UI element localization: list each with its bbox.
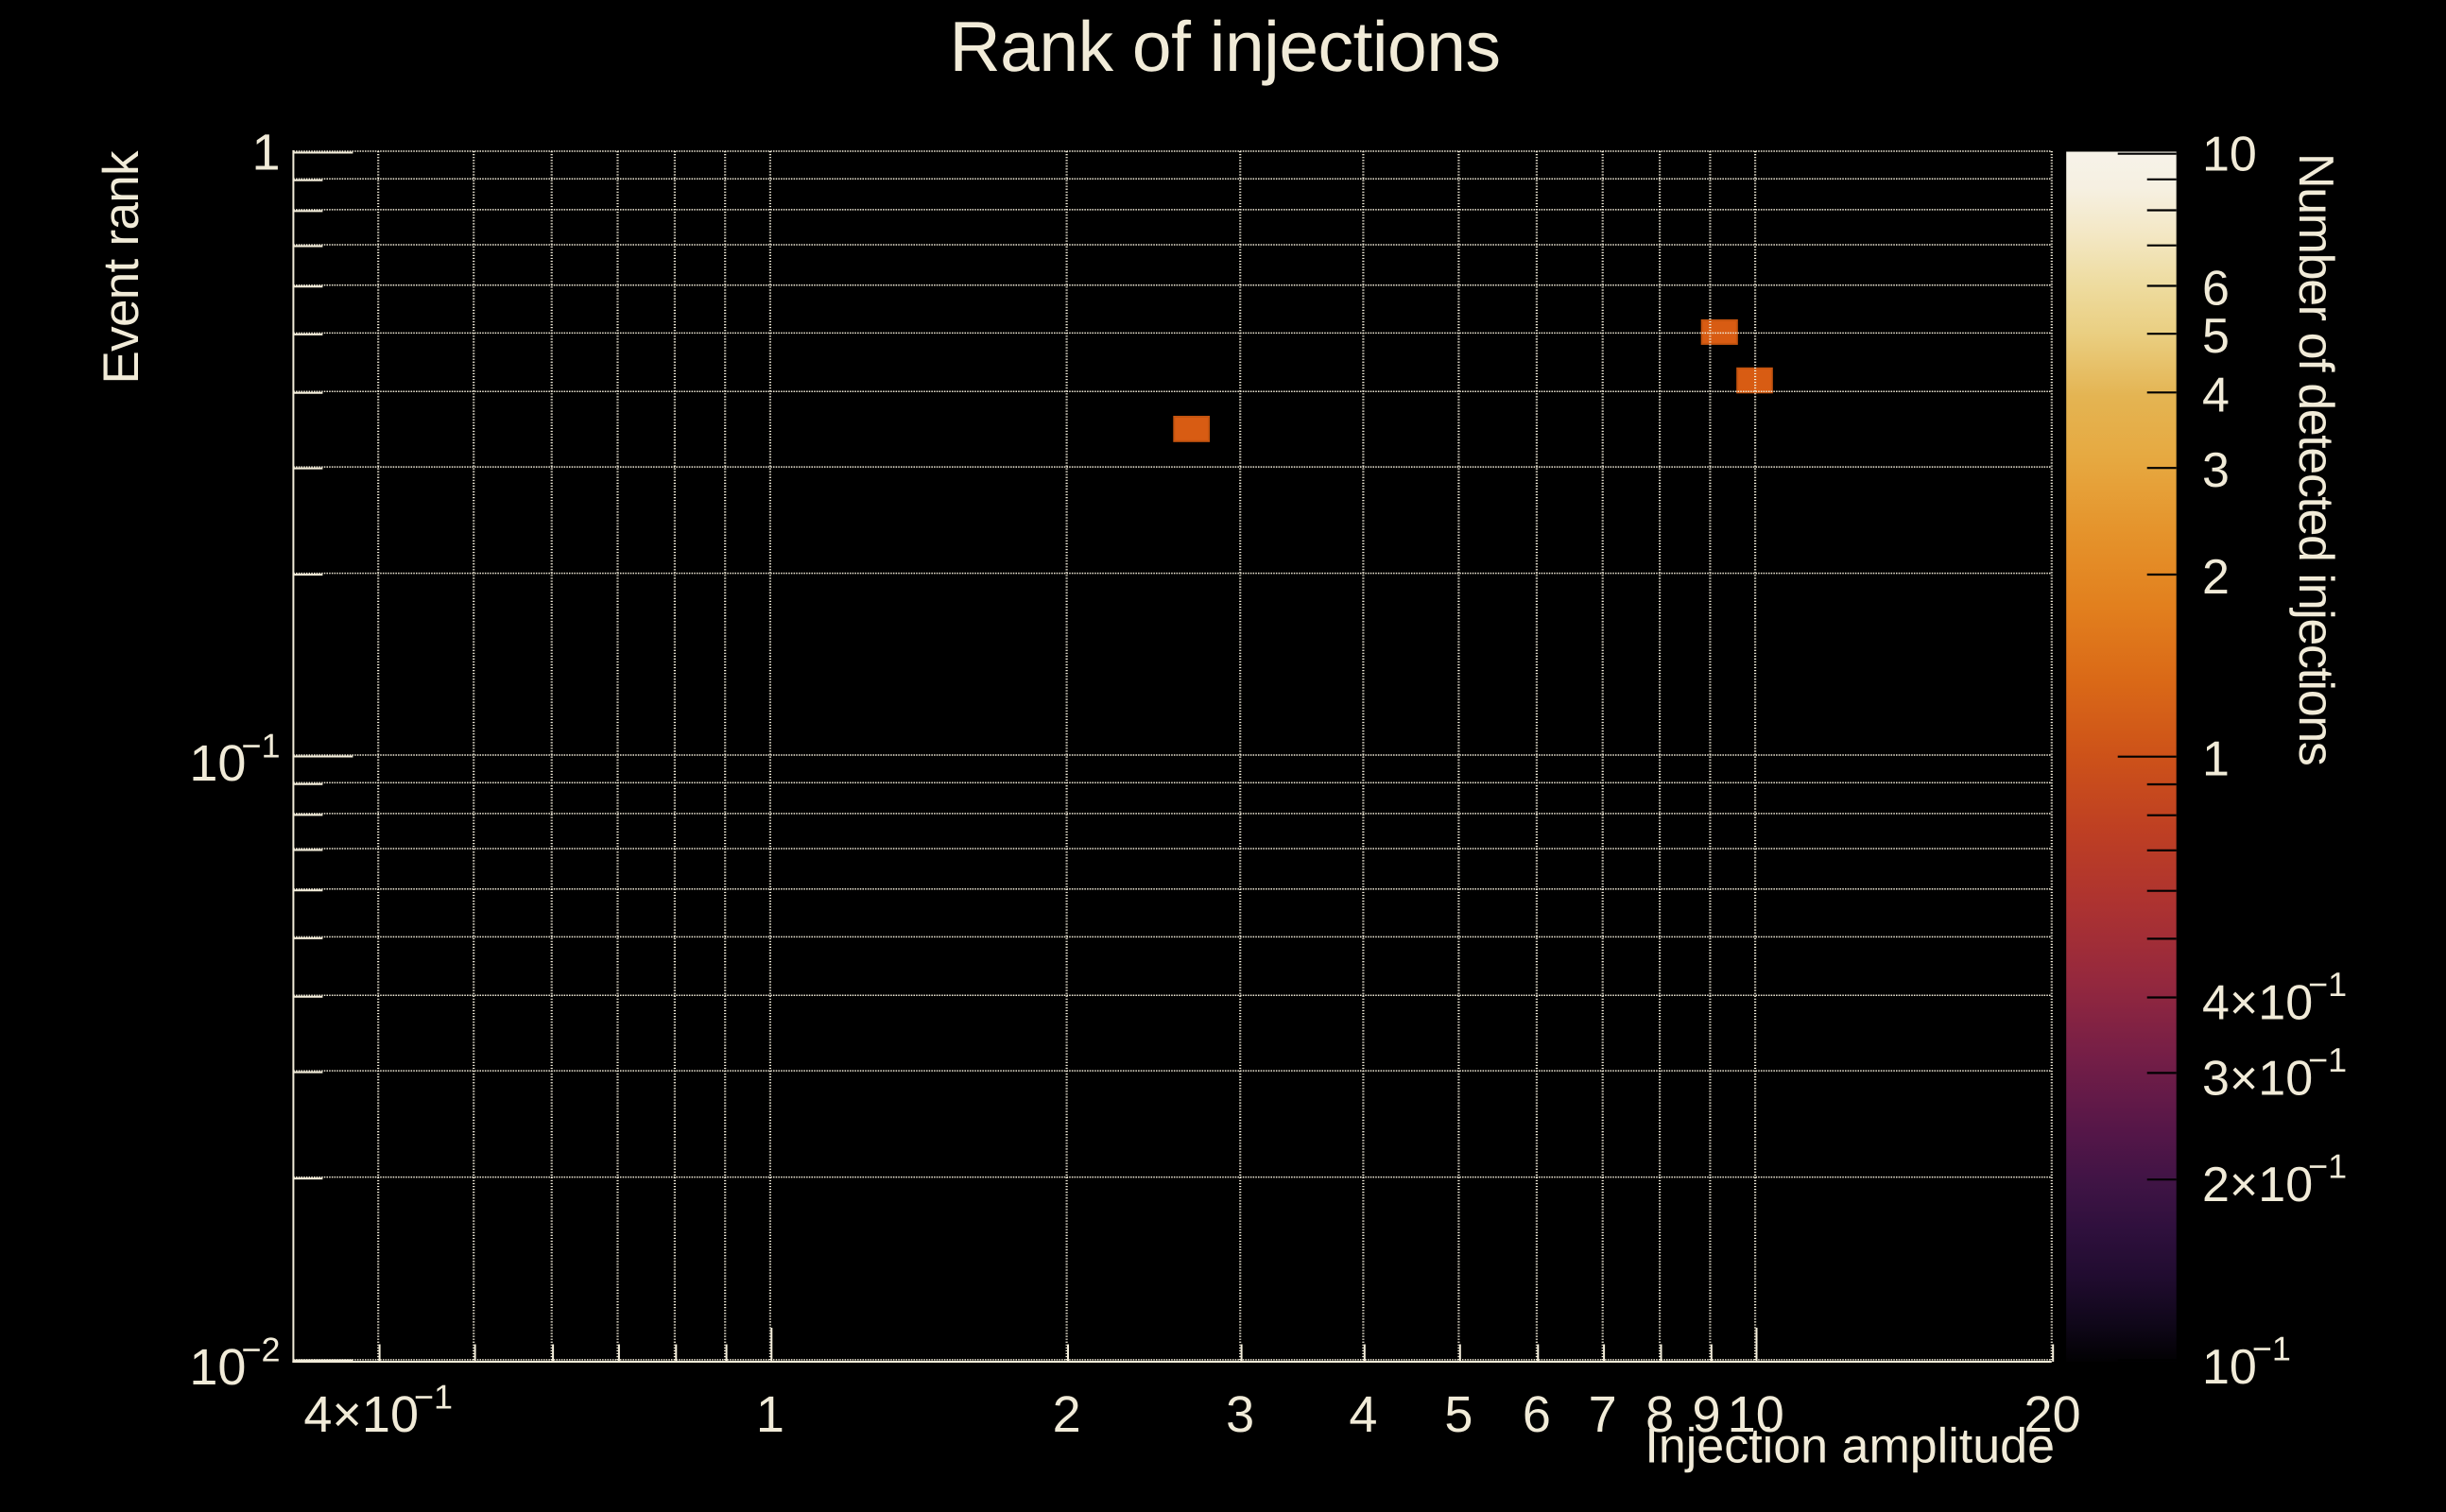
svg-text:2: 2 xyxy=(2202,550,2230,605)
svg-text:3: 3 xyxy=(1226,1386,1254,1443)
svg-text:5: 5 xyxy=(1444,1386,1473,1443)
svg-text:Injection amplitude: Injection amplitude xyxy=(1645,1419,2055,1474)
svg-text:7: 7 xyxy=(1589,1386,1617,1443)
svg-text:1: 1 xyxy=(251,125,280,181)
svg-text:1: 1 xyxy=(2202,732,2230,787)
svg-text:3: 3 xyxy=(2202,443,2230,498)
svg-text:10: 10 xyxy=(1728,1386,1784,1443)
svg-text:Rank of injections: Rank of injections xyxy=(950,7,1501,86)
svg-text:5: 5 xyxy=(2202,309,2230,364)
svg-text:6: 6 xyxy=(1523,1386,1551,1443)
svg-text:10: 10 xyxy=(2202,128,2257,182)
svg-text:1: 1 xyxy=(756,1386,784,1443)
svg-text:9: 9 xyxy=(1692,1386,1720,1443)
svg-text:4×10−1: 4×10−1 xyxy=(2202,965,2347,1031)
svg-text:6: 6 xyxy=(2202,262,2230,317)
svg-text:Number of detected injections: Number of detected injections xyxy=(2288,153,2343,765)
svg-text:4: 4 xyxy=(2202,368,2230,422)
svg-text:4: 4 xyxy=(1349,1386,1377,1443)
svg-text:2: 2 xyxy=(1053,1386,1081,1443)
svg-text:Event rank: Event rank xyxy=(94,150,149,385)
svg-text:20: 20 xyxy=(2024,1386,2081,1443)
svg-text:8: 8 xyxy=(1645,1386,1674,1443)
svg-text:10−2: 10−2 xyxy=(189,1331,280,1397)
